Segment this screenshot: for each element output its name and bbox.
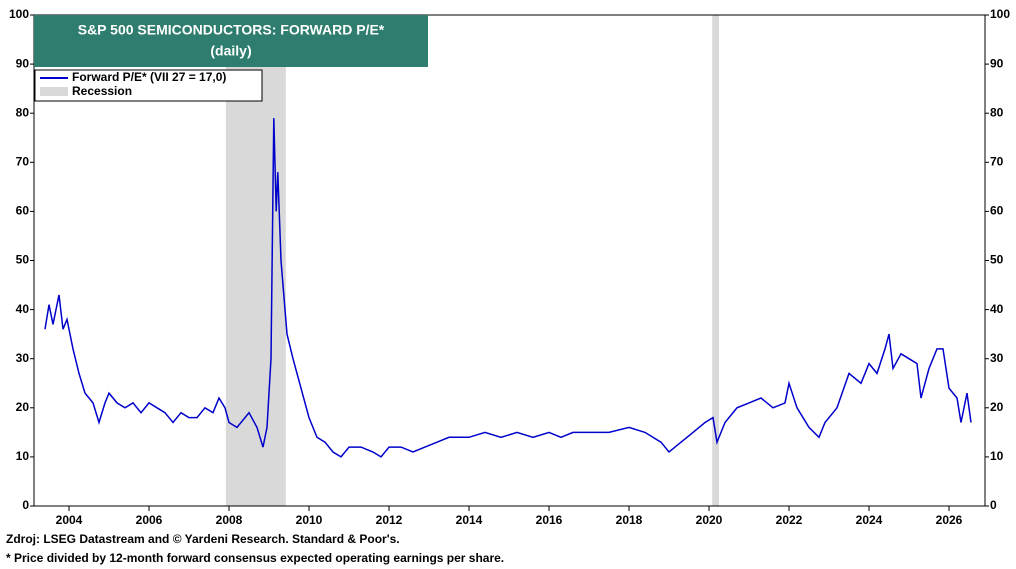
- x-tick-label: 2006: [136, 513, 163, 527]
- y-tick-label: 40: [16, 302, 30, 316]
- source-note: Zdroj: LSEG Datastream and © Yardeni Res…: [6, 532, 400, 546]
- x-tick-label: 2024: [856, 513, 883, 527]
- footnote: * Price divided by 12-month forward cons…: [6, 551, 504, 565]
- y2-tick-label: 0: [990, 498, 997, 512]
- y-tick-label: 50: [16, 253, 30, 267]
- legend-label: Forward P/E* (VII 27 = 17,0): [72, 70, 226, 84]
- y2-tick-label: 40: [990, 302, 1004, 316]
- legend-label: Recession: [72, 84, 132, 98]
- y2-tick-label: 70: [990, 154, 1004, 168]
- chart-subtitle: (daily): [210, 43, 251, 59]
- y-tick-label: 20: [16, 400, 30, 414]
- y-tick-label: 80: [16, 105, 30, 119]
- x-tick-label: 2004: [56, 513, 83, 527]
- y-tick-label: 60: [16, 204, 30, 218]
- y-tick-label: 90: [16, 56, 30, 70]
- y2-tick-label: 90: [990, 56, 1004, 70]
- x-tick-label: 2016: [536, 513, 563, 527]
- x-tick-label: 2014: [456, 513, 483, 527]
- x-tick-label: 2020: [696, 513, 723, 527]
- legend-swatch: [40, 87, 68, 96]
- legend-box: [34, 69, 263, 102]
- y2-tick-label: 30: [990, 351, 1004, 365]
- series-line: [44, 118, 972, 458]
- y2-tick-label: 20: [990, 400, 1004, 414]
- recession-band: [712, 15, 719, 506]
- chart-title: S&P 500 SEMICONDUCTORS: FORWARD P/E*: [78, 22, 385, 38]
- y2-tick-label: 100: [990, 7, 1010, 21]
- x-tick-label: 2026: [936, 513, 963, 527]
- y2-tick-label: 50: [990, 253, 1004, 267]
- y2-tick-label: 80: [990, 105, 1004, 119]
- y-tick-label: 10: [16, 449, 30, 463]
- y-tick-label: 30: [16, 351, 30, 365]
- y-tick-label: 70: [16, 154, 30, 168]
- x-tick-label: 2008: [216, 513, 243, 527]
- x-tick-label: 2012: [376, 513, 403, 527]
- x-tick-label: 2010: [296, 513, 323, 527]
- y2-tick-label: 10: [990, 449, 1004, 463]
- x-tick-label: 2018: [616, 513, 643, 527]
- y-tick-label: 0: [22, 498, 29, 512]
- y2-tick-label: 60: [990, 204, 1004, 218]
- title-box: [34, 15, 428, 67]
- y-tick-label: 100: [9, 7, 29, 21]
- x-tick-label: 2022: [776, 513, 803, 527]
